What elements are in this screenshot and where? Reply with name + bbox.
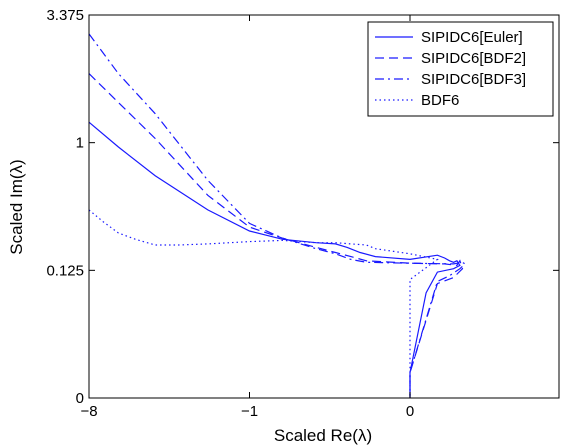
legend-label: SIPIDC6[BDF2] <box>421 50 526 67</box>
legend-label: BDF6 <box>421 92 459 109</box>
series-line-3 <box>88 209 439 398</box>
x-axis-label: Scaled Re(λ) <box>274 426 372 445</box>
series-layer <box>88 33 466 398</box>
legend-label: SIPIDC6[Euler] <box>421 29 523 46</box>
series-line-0 <box>88 121 461 398</box>
series-line-1 <box>88 73 464 398</box>
x-tick-label: 0 <box>406 403 414 420</box>
tick-layer: −8 −1 0 0 0.125 1 3.375 <box>46 7 559 420</box>
y-tick-label: 3.375 <box>46 7 84 24</box>
y-axis-label: Scaled Im(λ) <box>7 159 26 254</box>
x-tick-label: −8 <box>80 403 97 420</box>
legend-label: SIPIDC6[BDF3] <box>421 71 526 88</box>
y-tick-label: 0.125 <box>46 262 84 279</box>
legend: SIPIDC6[Euler] SIPIDC6[BDF2] SIPIDC6[BDF3]… <box>367 21 554 117</box>
y-tick-label: 1 <box>76 135 84 152</box>
y-tick-label: 0 <box>76 390 84 407</box>
plot-frame <box>88 14 560 399</box>
x-tick-label: −1 <box>241 403 258 420</box>
